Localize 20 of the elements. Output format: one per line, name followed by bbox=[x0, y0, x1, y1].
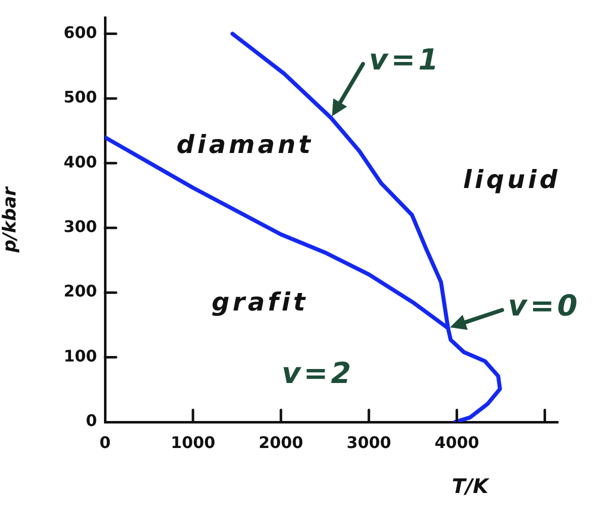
x-tick-label: 3000 bbox=[346, 432, 392, 452]
x-tick-label: 0 bbox=[99, 432, 111, 452]
y-tick-label: 400 bbox=[64, 152, 97, 172]
y-tick-label: 500 bbox=[64, 88, 97, 107]
y-tick-label: 0 bbox=[86, 411, 97, 430]
annotation: v=0 bbox=[508, 288, 580, 323]
annotation: v=1 bbox=[369, 42, 442, 76]
x-tick-label: 2000 bbox=[258, 432, 304, 452]
x-tick-label: 4000 bbox=[434, 432, 480, 452]
annotation: liquid bbox=[463, 164, 560, 194]
annotation: grafit bbox=[212, 287, 308, 316]
annotation: diamant bbox=[176, 130, 314, 160]
annotation: v=2 bbox=[282, 356, 354, 390]
y-tick-label: 600 bbox=[64, 22, 97, 42]
x-axis-title: T/K bbox=[452, 474, 490, 498]
y-tick-label: 300 bbox=[64, 217, 97, 236]
x-tick-label: 1000 bbox=[170, 432, 216, 452]
y-tick-label: 200 bbox=[64, 282, 97, 301]
y-axis-title: p/kbar bbox=[0, 186, 20, 254]
y-tick-label: 100 bbox=[64, 346, 97, 366]
